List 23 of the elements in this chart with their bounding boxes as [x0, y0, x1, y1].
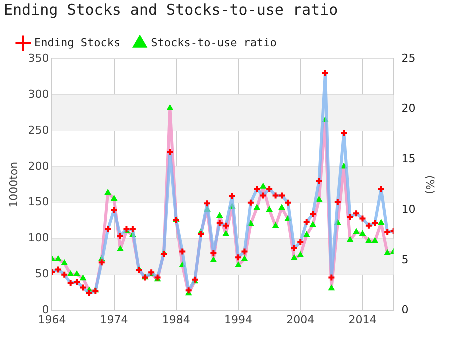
y2-tick-label: 10 — [402, 202, 416, 216]
y-tick-label: 200 — [28, 160, 50, 173]
y2-tick-label: 25 — [402, 52, 416, 65]
y2-tick-label: 15 — [402, 152, 416, 166]
y2-axis-title: (%) — [424, 175, 437, 194]
x-tick-label: 1994 — [224, 313, 253, 326]
y-tick-label: 350 — [28, 52, 50, 65]
y-tick-label: 150 — [28, 196, 50, 209]
chart-title: Ending Stocks and Stocks-to-use ratio — [4, 0, 338, 19]
y-tick-label: 250 — [28, 124, 50, 137]
y-tick-label: 300 — [28, 88, 50, 101]
y2-tick-label: 0 — [402, 304, 409, 317]
y-tick-label: 100 — [28, 232, 50, 245]
y2-tick-label: 20 — [402, 102, 416, 116]
x-tick-label: 2004 — [286, 313, 315, 326]
legend-label: Stocks-to-use ratio — [151, 36, 277, 50]
x-tick-label: 2014 — [348, 313, 377, 326]
y2-tick-label: 5 — [402, 253, 409, 266]
x-tick-label: 1984 — [162, 313, 190, 326]
y-tick-label: 50 — [35, 268, 50, 281]
x-tick-label: 1974 — [100, 313, 128, 326]
y-axis-title: 1000ton — [7, 162, 20, 208]
legend-label: Ending Stocks — [34, 36, 121, 50]
